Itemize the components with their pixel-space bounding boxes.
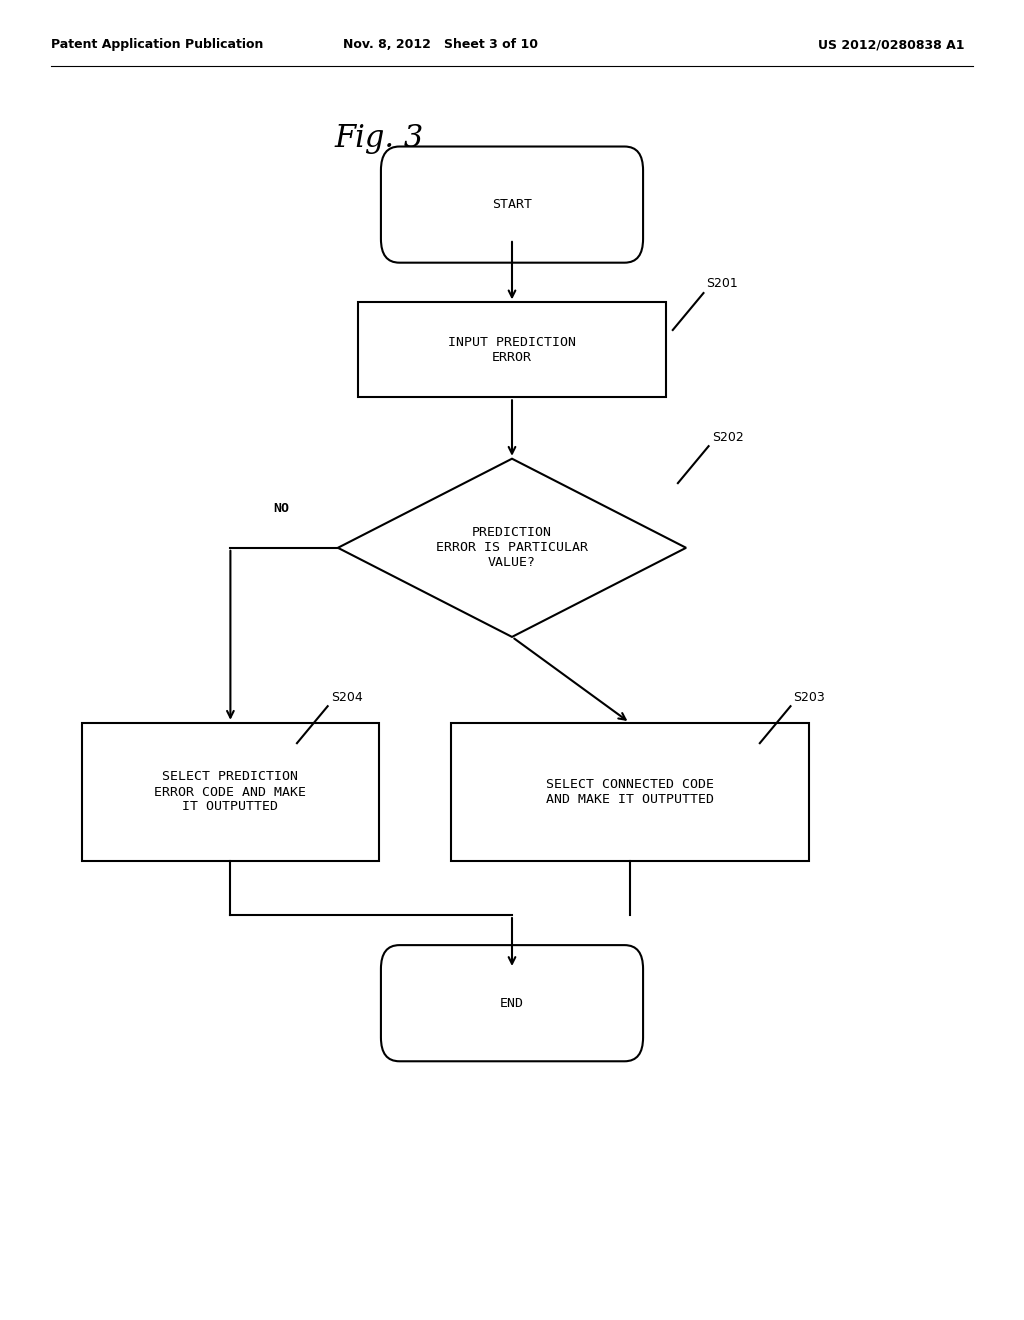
Text: Patent Application Publication: Patent Application Publication — [51, 38, 263, 51]
Text: INPUT PREDICTION
ERROR: INPUT PREDICTION ERROR — [449, 335, 575, 364]
Text: SELECT PREDICTION
ERROR CODE AND MAKE
IT OUTPUTTED: SELECT PREDICTION ERROR CODE AND MAKE IT… — [155, 771, 306, 813]
Text: S203: S203 — [794, 690, 825, 704]
Text: PREDICTION
ERROR IS PARTICULAR
VALUE?: PREDICTION ERROR IS PARTICULAR VALUE? — [436, 527, 588, 569]
Polygon shape — [338, 459, 686, 638]
Bar — [451, 723, 809, 861]
FancyBboxPatch shape — [381, 945, 643, 1061]
Text: NO: NO — [273, 502, 290, 515]
Bar — [82, 723, 379, 861]
Text: SELECT CONNECTED CODE
AND MAKE IT OUTPUTTED: SELECT CONNECTED CODE AND MAKE IT OUTPUT… — [546, 777, 714, 807]
Text: Fig. 3: Fig. 3 — [334, 123, 424, 154]
Text: END: END — [500, 997, 524, 1010]
Text: Nov. 8, 2012   Sheet 3 of 10: Nov. 8, 2012 Sheet 3 of 10 — [343, 38, 538, 51]
Bar — [358, 302, 666, 397]
Text: S204: S204 — [331, 690, 362, 704]
Text: START: START — [492, 198, 532, 211]
Text: S202: S202 — [712, 430, 743, 444]
Text: US 2012/0280838 A1: US 2012/0280838 A1 — [817, 38, 965, 51]
FancyBboxPatch shape — [381, 147, 643, 263]
Text: S201: S201 — [707, 277, 738, 290]
